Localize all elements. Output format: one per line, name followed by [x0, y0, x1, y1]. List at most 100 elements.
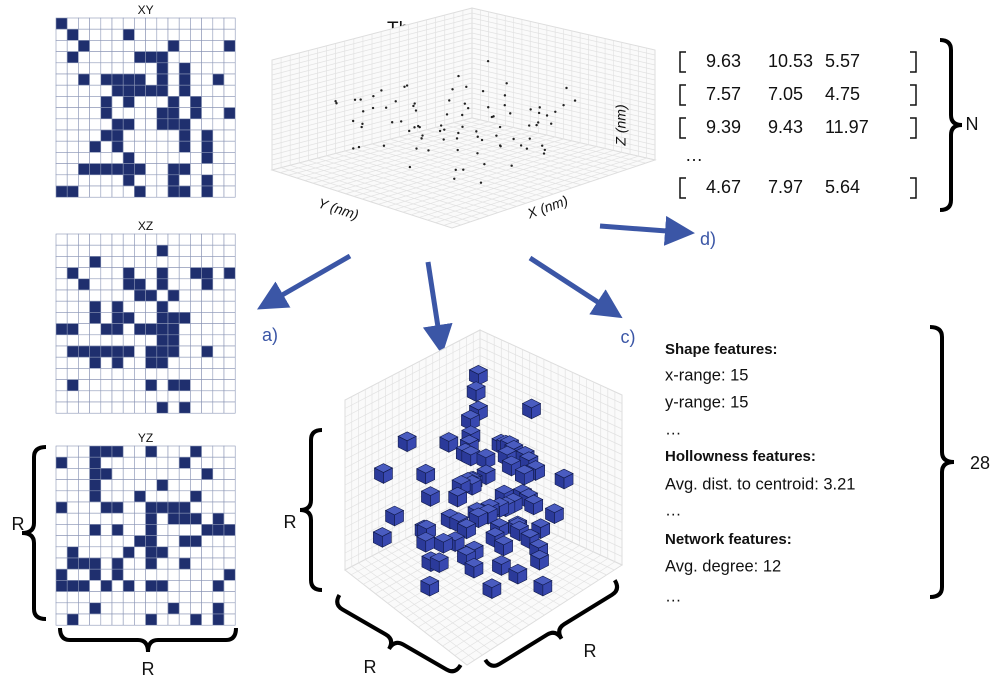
grid-cell [145, 174, 158, 187]
grid-cell [167, 602, 180, 615]
grid-cell [178, 28, 191, 41]
grid-cell [122, 129, 135, 142]
floor-grid [370, 140, 572, 202]
blob-point [439, 124, 443, 127]
grid-cell [201, 456, 214, 469]
grid-cell [111, 356, 124, 369]
grid-cell [223, 84, 236, 97]
grid-cell [122, 256, 135, 268]
grid-cell [134, 512, 146, 525]
blob-point [414, 109, 418, 112]
grid-cell [122, 163, 135, 176]
grid-cell [156, 62, 169, 75]
grid-cell [100, 546, 113, 559]
grid-cell [89, 501, 102, 514]
grid-cell [78, 580, 90, 592]
grid-cell [89, 289, 102, 302]
grid-cell [122, 401, 135, 414]
grid-cell [55, 445, 68, 458]
grid-cell [190, 501, 202, 514]
grid-cell [190, 356, 202, 369]
grid-cell [66, 300, 79, 313]
grid-cell [55, 84, 68, 97]
grid-cell [89, 107, 102, 120]
grid-cell [100, 73, 113, 86]
grid-cell [66, 356, 79, 369]
grid-cell [145, 289, 158, 302]
grid-cell [212, 580, 225, 592]
grid-cell [134, 602, 146, 615]
grid-cell [89, 174, 102, 187]
grid-cell [55, 602, 68, 615]
grid-cell [134, 51, 146, 64]
blob-point [512, 137, 515, 141]
grid-cell [111, 174, 124, 187]
grid-cell [66, 368, 79, 380]
grid-cell [156, 267, 169, 280]
matrix-value: 7.05 [768, 84, 803, 104]
grid-cell [66, 401, 79, 414]
grid-cell [78, 174, 90, 187]
grid-cell [212, 546, 225, 559]
grid-cell [201, 557, 214, 570]
grid-cell [66, 17, 79, 30]
arrow-label: d) [700, 229, 716, 249]
grid-cell [134, 300, 146, 313]
grid-cell [178, 379, 191, 392]
grid-cell [190, 73, 202, 86]
grid-cell [201, 289, 214, 302]
grid-cell [134, 379, 146, 392]
voxel-right [406, 435, 417, 453]
blob-point [334, 100, 337, 103]
grid-cell [167, 73, 180, 86]
grid-cell [122, 152, 135, 164]
grid-cell [89, 613, 102, 626]
grid-cell [167, 334, 180, 347]
blob-point [479, 181, 483, 184]
grid-cell [190, 368, 202, 380]
blob-point [405, 84, 409, 87]
grid-cell [78, 185, 90, 198]
grid-cell [201, 591, 214, 604]
grid-cell [89, 445, 102, 458]
blob-point [476, 152, 479, 155]
grid-cell [156, 118, 169, 131]
grid-cell [89, 96, 102, 108]
voxel-right [454, 535, 465, 553]
grid-cell [156, 345, 169, 358]
grid-cell [212, 51, 225, 64]
grid-cell [66, 490, 79, 503]
grid-cell [145, 445, 158, 458]
grid-cell [89, 267, 102, 280]
grid-cell [111, 40, 124, 52]
grid-cell [134, 244, 146, 257]
grid-cell [145, 185, 158, 198]
bracket [910, 84, 917, 106]
grid-cell [223, 278, 236, 291]
grid-cell [190, 289, 202, 302]
wall-grid [479, 355, 623, 421]
grid-cell [100, 591, 113, 604]
grid-cell [145, 356, 158, 369]
grid-cell [201, 256, 214, 268]
wall-grid [471, 17, 656, 61]
grid-cell [111, 267, 124, 280]
feature-heading: Hollowness features: [665, 448, 816, 465]
grid-cell [201, 51, 214, 64]
grid-cell [167, 401, 180, 414]
brace-label: 28 [970, 453, 990, 473]
grid-cell [190, 174, 202, 187]
grid-cell [100, 479, 113, 492]
grid-cell [201, 345, 214, 358]
grid-cell [212, 356, 225, 369]
grid-cell [190, 107, 202, 120]
grid-cell [145, 267, 158, 280]
grid-cell [111, 244, 124, 257]
grid-cell [190, 479, 202, 492]
blob-point [535, 123, 538, 127]
grid-cell [190, 591, 202, 604]
grid-cell [78, 479, 90, 492]
matrix-value: 4.75 [825, 84, 860, 104]
grid-cell [122, 267, 135, 280]
grid-cell [66, 613, 79, 626]
